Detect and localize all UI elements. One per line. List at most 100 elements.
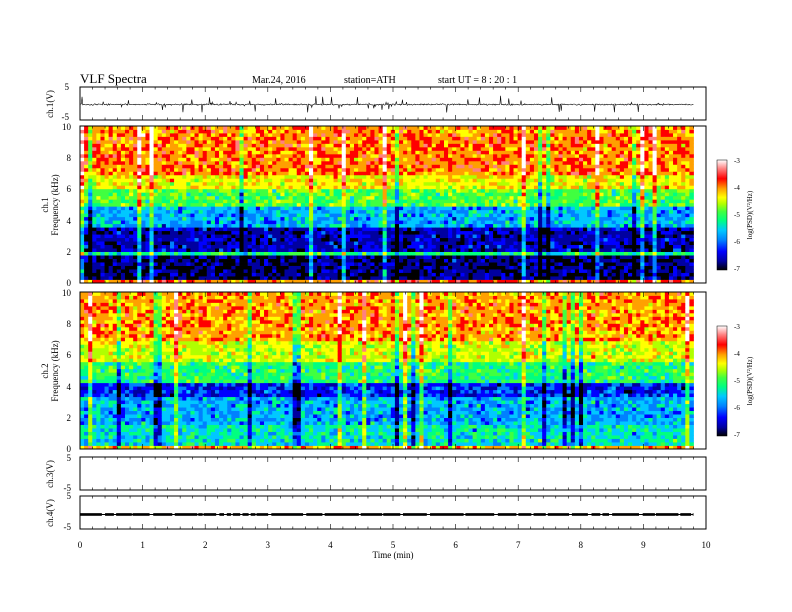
ch1-spectrogram-cell	[202, 136, 208, 141]
ch1-spectrogram-cell	[378, 185, 384, 190]
ch1-spectrogram-cell	[223, 146, 228, 151]
ch1-spectrogram-cell	[288, 258, 294, 263]
ch1-spectrogram-cell	[247, 223, 253, 228]
ch1-spectrogram-cell	[333, 153, 339, 158]
ch1-spectrogram-cell	[378, 272, 384, 277]
ch1-spectrogram-cell	[439, 206, 445, 211]
ch1-spectrogram-cell	[198, 143, 204, 148]
ch1-spectrogram-cell	[182, 164, 187, 169]
ch1-spectrogram-cell	[276, 188, 281, 193]
ch1-spectrogram-cell	[476, 167, 482, 172]
ch1-spectrogram-cell	[452, 129, 457, 134]
ch1-spectrogram-cell	[476, 209, 482, 214]
ch1-spectrogram-cell	[325, 248, 330, 252]
ch1-spectrogram-cell	[329, 164, 334, 169]
ch1-spectrogram-cell	[227, 213, 232, 218]
ch1-spectrogram-cell	[169, 160, 175, 165]
ch1-spectrogram-cell	[423, 241, 429, 246]
ch1-spectrogram-cell	[378, 258, 384, 263]
ch1-spectrogram-cell	[169, 150, 175, 155]
ch1-spectrogram-cell	[80, 269, 85, 273]
ch1-spectrogram-cell	[378, 209, 384, 214]
ch1-spectrogram-cell	[484, 258, 490, 263]
ch1-spectrogram-cell	[116, 262, 122, 266]
ch1-spectrogram-cell	[313, 171, 318, 176]
ch1-spectrogram-cell	[182, 199, 187, 204]
ch1-spectrogram-cell	[88, 181, 93, 186]
ch1-spectrogram-cell	[370, 213, 375, 218]
ch1-spectrogram-cell	[296, 153, 302, 158]
ch1-spectrogram-cell	[435, 234, 441, 239]
ch1-spectrogram-cell	[124, 279, 130, 284]
ch1-spectrogram-cell	[272, 276, 277, 280]
ch1-spectrogram-cell	[149, 146, 155, 151]
ch1-spectrogram-cell	[239, 216, 244, 221]
ch1-spectrogram-cell	[304, 185, 310, 190]
ch1-spectrogram-cell	[513, 230, 519, 235]
ch1-spectrogram-cell	[161, 230, 167, 235]
ch1-spectrogram-cell	[390, 265, 396, 270]
ch1-spectrogram-cell	[399, 164, 404, 169]
ch1-spectrogram-cell	[194, 206, 200, 211]
ch1-spectrogram-cell	[84, 206, 89, 211]
ch1-spectrogram-cell	[194, 248, 200, 252]
ch1-spectrogram-cell	[202, 167, 208, 172]
ch1-spectrogram-cell	[186, 153, 191, 158]
ch1-spectrogram-cell	[374, 132, 379, 137]
ch1-spectrogram-cell	[370, 178, 375, 183]
ch1-spectrogram-cell	[464, 209, 469, 214]
ch1-spectrogram-cell	[419, 150, 424, 155]
ch1-spectrogram-cell	[141, 160, 146, 165]
ch1-spectrogram-cell	[145, 216, 150, 221]
ch1-spectrogram-cell	[153, 220, 159, 225]
ch1-spectrogram-cell	[161, 185, 167, 190]
ch1-spectrogram-cell	[476, 143, 482, 148]
ch1-spectrogram-cell	[386, 241, 392, 246]
ch1-spectrogram-cell	[394, 195, 400, 200]
ch1-spectrogram-cell	[517, 199, 523, 204]
ch1-spectrogram-cell	[488, 258, 494, 263]
ch1-spectrogram-cell	[358, 206, 363, 211]
ch1-spectrogram-cell	[300, 160, 306, 165]
ch1-spectrogram-cell	[349, 195, 355, 200]
ch1-spectrogram-cell	[452, 188, 457, 193]
ch1-spectrogram-cell	[169, 213, 175, 218]
ch1-spectrogram-cell	[219, 139, 224, 144]
ch1-spectrogram-cell	[321, 244, 326, 249]
ch1-spectrogram-cell	[399, 160, 404, 165]
ch1-spectrogram-cell	[251, 192, 257, 197]
ch1-spectrogram-cell	[386, 185, 392, 190]
ch1-spectrogram-cell	[100, 171, 105, 176]
ch1-spectrogram-cell	[468, 251, 474, 256]
ch1-spectrogram-cell	[476, 178, 482, 183]
ch1-spectrogram-cell	[165, 150, 171, 155]
ch1-spectrogram-cell	[529, 234, 535, 239]
ch1-spectrogram-cell	[169, 181, 175, 186]
ch1-spectrogram-cell	[444, 199, 449, 204]
ch1-spectrogram-cell	[529, 272, 535, 277]
ch1-spectrogram-cell	[255, 206, 261, 211]
ch1-spectrogram-cell	[452, 202, 457, 207]
ch1-spectrogram-cell	[366, 188, 371, 193]
ch1-spectrogram-cell	[419, 248, 424, 252]
ch1-spectrogram-cell	[403, 199, 408, 204]
ch1-spectrogram-cell	[505, 146, 510, 151]
ch1-spectrogram-cell	[415, 220, 420, 225]
ch1-spectrogram-cell	[480, 279, 486, 284]
ch1-spectrogram-cell	[394, 199, 400, 204]
ch1-spectrogram-cell	[484, 174, 490, 179]
ch1-spectrogram-cell	[333, 195, 339, 200]
ch1-spectrogram-cell	[165, 132, 171, 137]
ch1-spectrogram-cell	[247, 209, 253, 214]
ch1-spectrogram-cell	[427, 199, 433, 204]
ch1-spectrogram-cell	[370, 220, 375, 225]
ch1-spectrogram-cell	[259, 188, 265, 193]
ch1-spectrogram-cell	[259, 213, 265, 218]
ch1-spectrogram-cell	[452, 220, 457, 225]
ch1-spectrogram-cell	[206, 248, 212, 252]
ch1-spectrogram-cell	[300, 258, 306, 263]
ch1-spectrogram-cell	[292, 199, 298, 204]
ch1-spectrogram-cell	[501, 237, 506, 242]
ch1-spectrogram-cell	[178, 272, 183, 277]
ch1-spectrogram-cell	[137, 279, 142, 284]
